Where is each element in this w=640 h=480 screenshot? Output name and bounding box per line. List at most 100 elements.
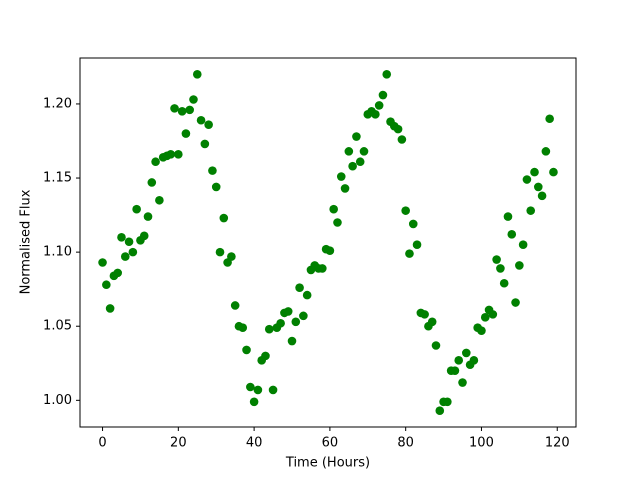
plot-frame [79,57,577,428]
x-axis-label: Time (Hours) [285,456,370,471]
point [177,107,187,116]
point [155,195,164,205]
point [219,213,229,223]
point [348,161,357,171]
point [227,252,236,261]
point [488,310,498,319]
point [533,182,543,192]
x-tick-label: 20 [170,436,187,451]
point [435,406,445,415]
point [397,135,407,144]
point [462,348,471,358]
point [450,366,460,375]
point [545,114,554,124]
point [113,268,123,278]
point [98,258,107,267]
point [333,218,342,227]
y-axis-label: Normalised Flux [19,189,34,294]
point [393,124,403,134]
point [336,172,346,181]
point [261,351,270,361]
point [549,167,558,177]
point [166,150,176,159]
y-tick-label: 1.05 [43,319,72,334]
point [276,318,285,328]
x-tick-label: 40 [246,436,263,451]
point [291,317,301,327]
point [242,345,251,355]
point [541,147,551,156]
point [249,397,259,407]
point [431,341,441,350]
point [480,313,490,322]
point [458,378,467,387]
point [374,101,384,110]
point [359,147,369,156]
point [302,290,312,300]
point [181,129,191,138]
point [132,204,141,214]
point [147,178,157,187]
point [196,115,206,125]
point [238,323,248,333]
point [105,304,115,313]
point [378,90,388,100]
point [192,70,202,79]
point [371,110,380,119]
point [120,252,130,261]
y-tick-label: 1.15 [43,171,72,186]
point [537,191,547,201]
point [352,132,361,141]
point [264,324,274,334]
point [128,247,138,257]
y-tick-label: 1.00 [43,393,72,408]
point [518,240,528,250]
point [170,104,179,113]
point [408,219,418,229]
point [189,95,198,104]
point [503,212,513,221]
point [102,280,111,290]
point [522,175,532,184]
point [355,157,365,167]
point [420,310,429,319]
point [515,261,524,270]
x-tick-label: 60 [322,436,339,451]
point [526,206,536,215]
point [174,150,183,159]
point [215,247,225,257]
point [295,283,304,292]
point [151,157,160,167]
point [230,301,240,310]
point [200,139,210,149]
point [344,147,354,156]
point [283,307,293,316]
point [143,212,153,221]
point [405,249,414,258]
point [253,385,263,395]
point [530,167,539,177]
point [325,246,335,255]
x-tick-label: 80 [397,436,414,451]
point [139,231,149,241]
point [340,184,350,193]
point [412,240,422,250]
point [477,326,486,335]
point [299,311,308,321]
point [185,105,194,115]
y-tick-label: 1.10 [43,245,72,260]
point [124,237,134,247]
point [427,317,437,327]
point [496,264,505,273]
point [401,206,410,215]
point [492,255,501,264]
point [454,356,464,365]
point [507,230,517,239]
x-tick-label: 120 [545,436,570,451]
point [211,182,221,192]
point [287,336,297,346]
y-tick-label: 1.20 [43,96,72,111]
point [208,166,217,175]
